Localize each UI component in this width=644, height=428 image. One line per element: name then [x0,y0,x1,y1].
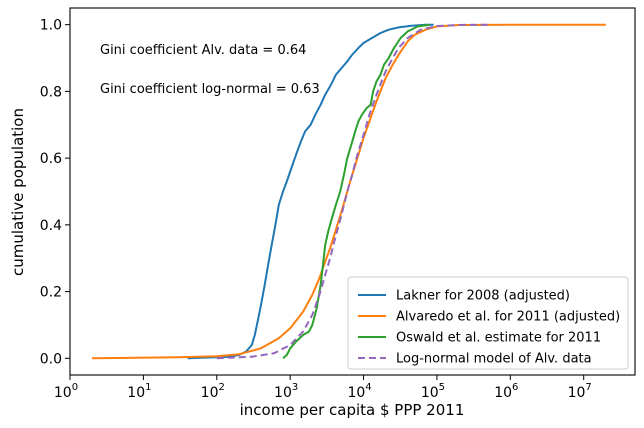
series-line-3 [282,23,430,360]
x-tick-label: 104 [347,382,371,401]
y-tick-label: 0.2 [40,285,62,301]
legend: Lakner for 2008 (adjusted) Alvaredo et al… [347,276,629,370]
x-tick-label: 103 [274,382,298,401]
legend-label-4: Log-normal model of Alv. data [396,352,592,367]
legend-label-3: Oswald et al. estimate for 2011 [396,331,601,346]
legend-box [347,276,629,370]
legend-label-2: Alvaredo et al. for 2011 (adjusted) [396,310,620,325]
y-tick-label: 0.0 [40,351,62,367]
plot-frame [69,7,636,376]
x-tick-label: 105 [421,382,445,401]
x-tick-label: 101 [127,382,151,401]
series-line-2 [92,23,606,360]
x-tick-label: 100 [54,382,78,401]
x-tick-label: 106 [494,382,518,401]
x-axis-ticks: 100 101 102 103 104 105 106 107 [54,375,592,401]
gini-annotation-alv: Gini coefficient Alv. data = 0.64 [100,43,306,58]
y-tick-label: 0.8 [40,84,62,100]
series-line-4 [216,23,489,360]
y-tick-label: 0.4 [40,218,62,234]
series-layer [92,23,606,360]
y-tick-label: 1.0 [40,18,62,34]
y-axis-ticks: 0.0 0.2 0.4 0.6 0.8 1.0 [40,18,70,367]
y-tick-label: 0.6 [40,151,62,167]
legend-items: Lakner for 2008 (adjusted) Alvaredo et al… [358,289,620,367]
series-line-1 [187,23,434,360]
legend-label-1: Lakner for 2008 (adjusted) [396,289,570,304]
x-axis-title: income per capita $ PPP 2011 [240,401,465,419]
y-axis-title: cumulative population [9,108,27,276]
x-tick-label: 102 [201,382,225,401]
x-tick-label: 107 [568,382,592,401]
gini-annotation-lognormal: Gini coefficient log-normal = 0.63 [100,82,320,97]
